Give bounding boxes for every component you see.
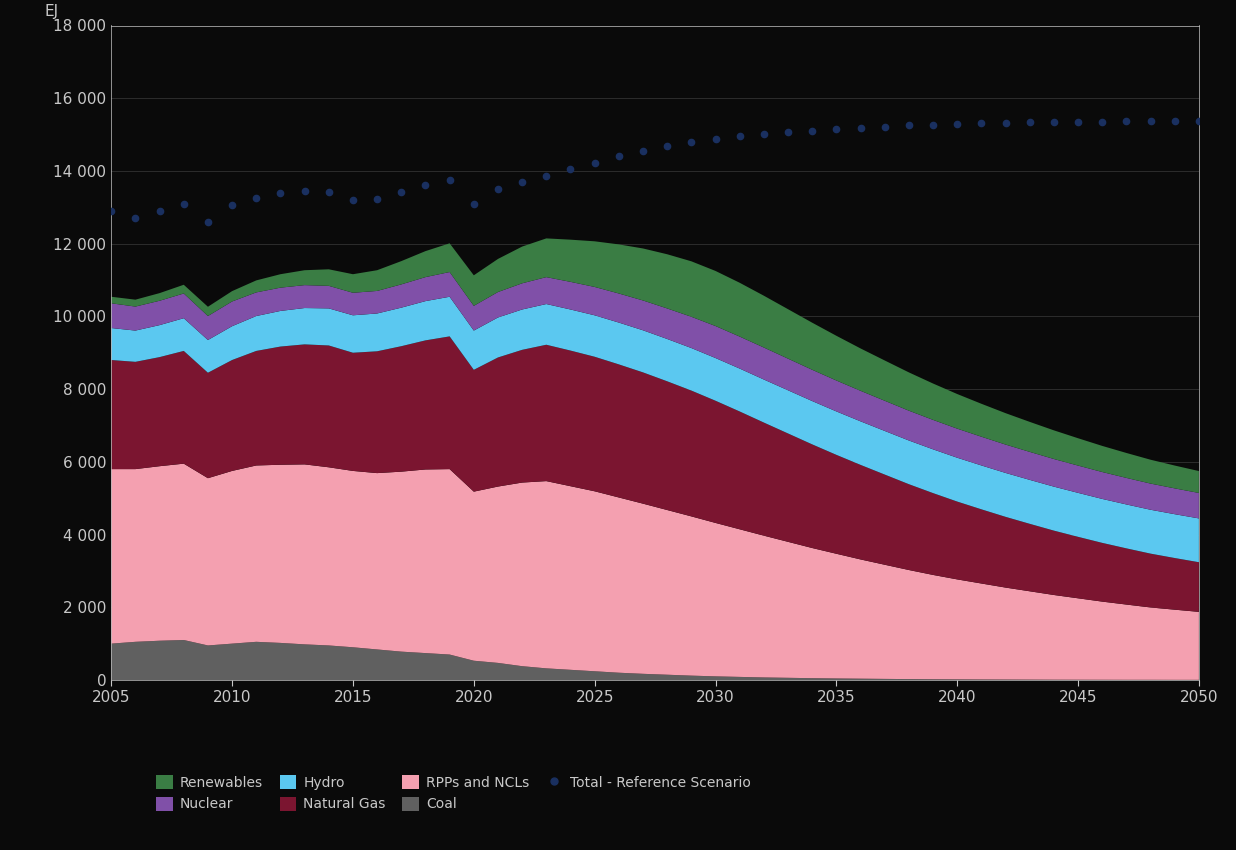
Legend: Renewables, Nuclear, Hydro, Natural Gas, RPPs and NCLs, Coal, Total - Reference : Renewables, Nuclear, Hydro, Natural Gas,… [151, 769, 756, 817]
Y-axis label: EJ: EJ [44, 4, 58, 19]
